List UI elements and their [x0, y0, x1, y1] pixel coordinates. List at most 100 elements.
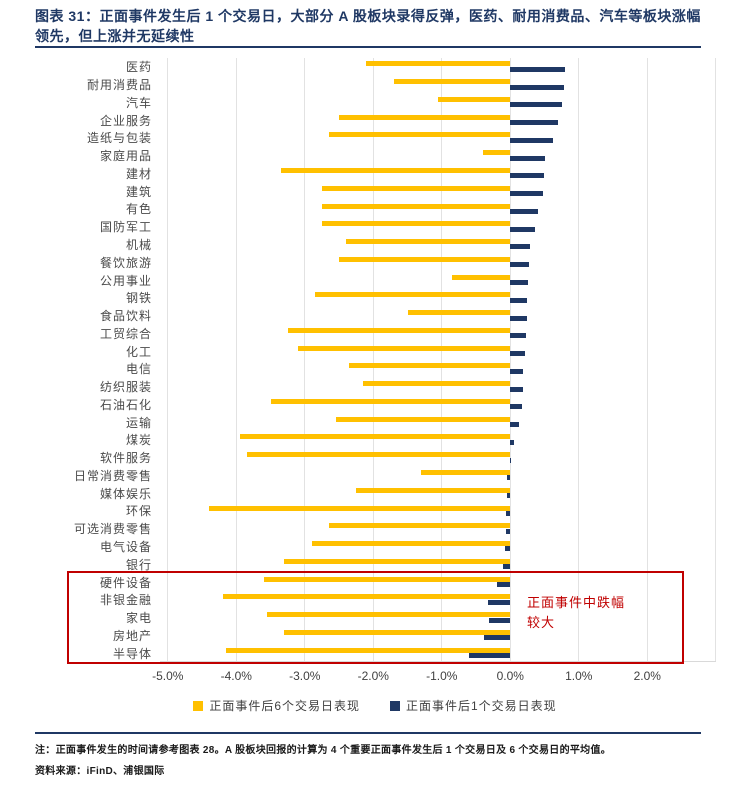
category-label: 硬件设备: [99, 575, 152, 590]
legend-swatch-icon: [390, 700, 400, 711]
bar-1day-performance: [510, 191, 544, 197]
bar-1day-performance: [510, 66, 566, 72]
bar-1day-performance: [510, 102, 563, 108]
bar-6day-performance: [421, 469, 511, 475]
gridline: [715, 58, 717, 661]
category-label: 煤炭: [125, 433, 152, 448]
bar-1day-performance: [503, 564, 511, 570]
highlight-box: [67, 571, 684, 664]
x-tick-label: -5.0%: [152, 669, 184, 683]
x-tick-label: 1.0%: [565, 669, 593, 683]
legend: 正面事件后6个交易日表现 正面事件后1个交易日表现: [35, 697, 715, 714]
bar-1day-performance: [510, 422, 520, 428]
bar-6day-performance: [284, 558, 511, 564]
bar-6day-performance: [366, 61, 511, 67]
bar-6day-performance: [284, 629, 511, 635]
bar-6day-performance: [239, 434, 511, 440]
bar-1day-performance: [483, 635, 511, 641]
bar-1day-performance: [510, 84, 565, 90]
category-label: 国防军工: [99, 220, 152, 235]
bar-6day-performance: [356, 487, 511, 493]
category-label: 石油石化: [99, 397, 152, 412]
bar-6day-performance: [339, 114, 511, 120]
bar-6day-performance: [287, 327, 511, 333]
category-label: 耐用消费品: [86, 78, 152, 93]
bar-1day-performance: [510, 386, 523, 392]
gridline: [509, 58, 511, 661]
bar-1day-performance: [510, 155, 546, 161]
legend-item: 正面事件后1个交易日表现: [390, 697, 557, 714]
category-label: 医药: [125, 60, 152, 75]
gridline: [372, 58, 374, 661]
bar-1day-performance: [510, 457, 512, 463]
bar-1day-performance: [506, 493, 511, 499]
bar-1day-performance: [510, 368, 524, 374]
bar-6day-performance: [208, 505, 511, 511]
x-tick-label: 0.0%: [496, 669, 524, 683]
bar-1day-performance: [510, 297, 528, 303]
category-label: 钢铁: [125, 291, 152, 306]
bar-6day-performance: [363, 381, 511, 387]
bar-6day-performance: [438, 96, 511, 102]
category-label: 软件服务: [99, 451, 152, 466]
x-tick-label: -4.0%: [220, 669, 252, 683]
bar-6day-performance: [270, 398, 511, 404]
bar-6day-performance: [321, 221, 511, 227]
gridline: [646, 58, 648, 661]
bar-1day-performance: [506, 510, 511, 516]
category-label: 食品饮料: [99, 309, 152, 324]
bar-6day-performance: [349, 363, 511, 369]
bar-6day-performance: [297, 345, 511, 351]
bar-1day-performance: [504, 546, 511, 552]
bar-6day-performance: [339, 256, 511, 262]
bar-6day-performance: [328, 132, 511, 138]
bar-6day-performance: [335, 416, 511, 422]
bar-6day-performance: [321, 185, 511, 191]
x-tick-label: 2.0%: [633, 669, 661, 683]
category-label: 化工: [125, 344, 152, 359]
category-labels: 医药 耐用消费品 汽车 企业服务 造纸与包装 家庭用品 建材 建筑 有色 国防军工 机械 餐饮旅游 公用…: [35, 58, 157, 662]
annotation-line2: 较大: [527, 615, 556, 631]
category-label: 可选消费零售: [73, 522, 152, 537]
bar-1day-performance: [510, 351, 526, 357]
bar-1day-performance: [510, 120, 559, 126]
bar-6day-performance: [222, 594, 511, 600]
category-label: 家庭用品: [99, 149, 152, 164]
bar-1day-performance: [506, 475, 511, 481]
bar-6day-performance: [246, 452, 511, 458]
bar-1day-performance: [510, 439, 514, 445]
bar-1day-performance: [510, 333, 527, 339]
bar-6day-performance: [321, 203, 511, 209]
bar-6day-performance: [345, 239, 511, 245]
bar-6day-performance: [315, 292, 511, 298]
bar-1day-performance: [510, 226, 535, 232]
bar-1day-performance: [510, 315, 527, 321]
bar-6day-performance: [452, 274, 511, 280]
legend-item: 正面事件后6个交易日表现: [193, 697, 360, 714]
gridline: [167, 58, 169, 661]
category-label: 半导体: [112, 646, 152, 661]
bar-6day-performance: [393, 79, 511, 85]
category-label: 运输: [125, 415, 152, 430]
category-label: 非银金融: [99, 593, 152, 608]
x-tick-label: -1.0%: [426, 669, 458, 683]
bar-1day-performance: [510, 137, 554, 143]
annotation-text: 正面事件中跌幅 较大: [527, 593, 645, 633]
category-label: 日常消费零售: [73, 468, 152, 483]
legend-swatch-icon: [193, 700, 204, 711]
bar-6day-performance: [328, 523, 511, 529]
bar-6day-performance: [482, 150, 511, 156]
x-tick-label: -2.0%: [357, 669, 389, 683]
figure-title: 图表 31：正面事件发生后 1 个交易日，大部分 A 股板块录得反弹，医药、耐用…: [35, 8, 701, 45]
bar-6day-performance: [280, 167, 511, 173]
category-label: 家电: [125, 611, 152, 626]
bar-1day-performance: [468, 653, 511, 659]
footer-divider: [35, 732, 701, 734]
legend-label: 正面事件后1个交易日表现: [406, 699, 557, 713]
bar-1day-performance: [505, 528, 511, 534]
legend-label: 正面事件后6个交易日表现: [209, 699, 360, 713]
footnote: 注：正面事件发生的时间请参考图表 28。A 股板块回报的计算为 4 个重要正面事…: [35, 745, 612, 756]
bar-1day-performance: [497, 581, 511, 587]
title-underline: [35, 46, 701, 48]
category-label: 电信: [125, 362, 152, 377]
